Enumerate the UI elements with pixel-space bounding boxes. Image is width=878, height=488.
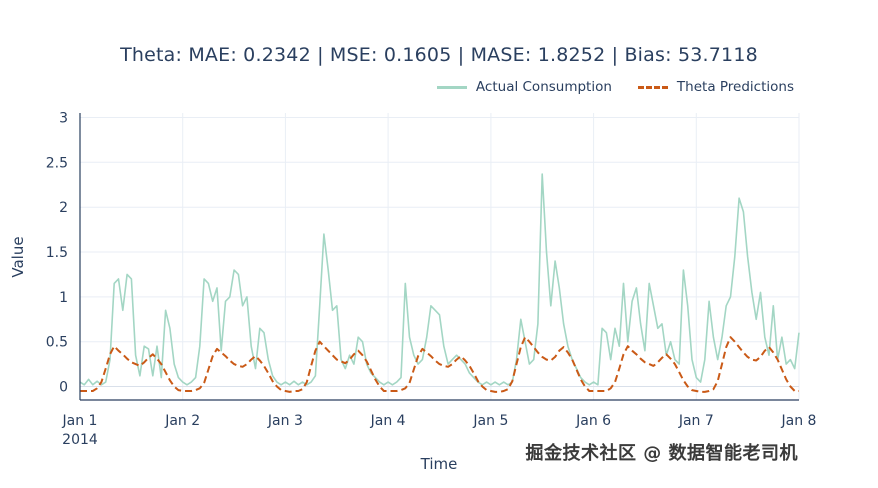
y-tick-label: 2 [59, 200, 68, 216]
x-tick-label: Jan 7 [678, 413, 714, 429]
legend-item-theta[interactable]: Theta Predictions [637, 79, 794, 95]
y-axis-title: Value [9, 236, 27, 278]
x-tick-label: Jan 6 [575, 413, 611, 429]
y-tick-label: 1.5 [46, 245, 68, 261]
legend-swatch-theta-line [637, 85, 668, 89]
legend-label-actual: Actual Consumption [475, 79, 612, 95]
x-tick-sublabel: 2014 [62, 432, 98, 448]
legend: Actual Consumption Theta Predictions [436, 79, 794, 95]
x-tick-label: Jan 1 [62, 413, 98, 429]
y-tick-label: 1 [59, 290, 68, 306]
legend-label-theta: Theta Predictions [676, 79, 794, 95]
series-line-theta-predictions[interactable] [80, 336, 799, 393]
chart-title: Theta: MAE: 0.2342 | MSE: 0.1605 | MASE:… [120, 44, 758, 66]
x-tick-label: Jan 8 [781, 413, 817, 429]
legend-item-actual[interactable]: Actual Consumption [436, 79, 612, 95]
y-tick-label: 3 [59, 111, 68, 127]
series-line-actual-consumption[interactable] [79, 173, 800, 386]
y-tick-label: 0.5 [46, 335, 68, 351]
x-tick-label: Jan 4 [370, 413, 406, 429]
x-tick-label: Jan 5 [472, 413, 508, 429]
watermark: 掘金技术社区 @ 数据智能老司机 [525, 443, 798, 464]
legend-swatch-actual-line [436, 85, 467, 89]
x-tick-label: Jan 3 [267, 413, 303, 429]
y-tick-label: 2.5 [46, 155, 68, 171]
x-tick-label: Jan 2 [164, 413, 200, 429]
y-tick-label: 0 [59, 380, 68, 396]
x-axis-title: Time [420, 455, 458, 473]
